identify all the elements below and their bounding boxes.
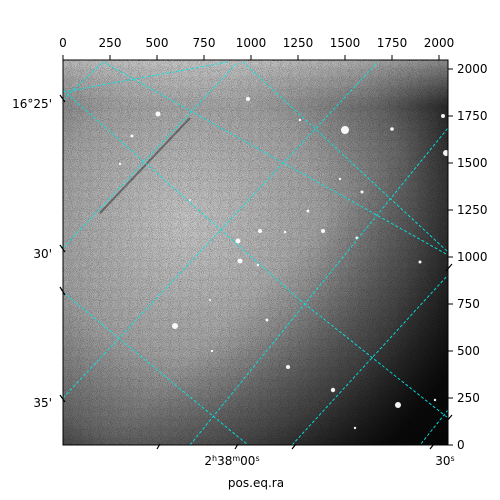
star bbox=[395, 402, 401, 408]
grid-line bbox=[102, 61, 448, 256]
top-tick-label: 250 bbox=[99, 36, 122, 50]
top-tick-label: 500 bbox=[146, 36, 169, 50]
grid-line bbox=[189, 127, 448, 445]
star bbox=[246, 97, 250, 101]
star bbox=[353, 426, 357, 430]
coordinate-grid bbox=[63, 61, 448, 445]
ra-tick-label-2: 30s bbox=[435, 454, 454, 468]
dec-tick-label: 30' bbox=[33, 247, 52, 261]
right-tick-label: 250 bbox=[457, 391, 480, 405]
dec-axis: 16°25' 30' 35' bbox=[12, 97, 52, 410]
bottom-coord-tick bbox=[156, 443, 161, 450]
right-coord-tick bbox=[445, 263, 453, 272]
star bbox=[306, 209, 310, 213]
top-tick-label: 1250 bbox=[283, 36, 314, 50]
star bbox=[298, 118, 302, 122]
top-tick-label: 2000 bbox=[424, 36, 455, 50]
plot-frame bbox=[62, 59, 449, 446]
star bbox=[330, 387, 336, 393]
star bbox=[237, 258, 243, 264]
grid-line bbox=[299, 299, 448, 419]
top-tick-label: 1500 bbox=[330, 36, 361, 50]
right-tick-label: 2000 bbox=[457, 62, 488, 76]
grid-line bbox=[63, 61, 229, 93]
star bbox=[172, 323, 178, 329]
star bbox=[209, 299, 211, 301]
left-coord-tick bbox=[59, 286, 66, 296]
star bbox=[235, 238, 241, 244]
satellite-streak bbox=[99, 117, 191, 214]
grid-line bbox=[291, 274, 448, 445]
right-tick-label: 0 bbox=[457, 438, 465, 452]
bottom-coord-tick bbox=[234, 443, 239, 450]
star bbox=[321, 229, 325, 233]
star bbox=[341, 126, 349, 134]
right-tick-label: 1500 bbox=[457, 156, 488, 170]
star bbox=[130, 134, 134, 138]
top-pixel-axis: 0 250 500 750 1000 1250 1500 1750 2000 bbox=[59, 36, 454, 50]
top-tick-label: 0 bbox=[59, 36, 67, 50]
right-tick-label: 1750 bbox=[457, 109, 488, 123]
star bbox=[338, 177, 342, 181]
star bbox=[118, 162, 122, 166]
star bbox=[443, 150, 448, 156]
ra-tick-label-1: 2h38m00s bbox=[204, 454, 259, 468]
star bbox=[441, 114, 445, 118]
star bbox=[210, 349, 214, 353]
star bbox=[256, 263, 260, 267]
grid-line bbox=[63, 61, 104, 101]
bottom-coord-tick bbox=[291, 443, 297, 450]
ra-axis: 2h38m00s 30s pos.eq.ra bbox=[204, 454, 454, 490]
grid-line bbox=[242, 61, 448, 253]
star bbox=[390, 127, 394, 131]
star bbox=[360, 190, 364, 194]
star bbox=[189, 199, 191, 201]
right-tick-label: 500 bbox=[457, 344, 480, 358]
star bbox=[155, 111, 161, 117]
axis-ticks bbox=[59, 55, 453, 450]
right-tick-label: 1000 bbox=[457, 250, 488, 264]
dec-tick-label: 35' bbox=[33, 396, 52, 410]
grid-line bbox=[63, 291, 249, 445]
star bbox=[433, 398, 437, 402]
bottom-coord-tick bbox=[429, 443, 435, 450]
star bbox=[418, 260, 422, 264]
star-field bbox=[118, 97, 448, 430]
right-pixel-axis: 0 250 500 750 1000 1250 1500 1750 2000 bbox=[457, 62, 488, 452]
x-axis-label: pos.eq.ra bbox=[228, 476, 284, 490]
right-tick-label: 750 bbox=[457, 297, 480, 311]
sky-image bbox=[63, 60, 448, 445]
right-coord-tick bbox=[445, 414, 453, 423]
left-coord-tick bbox=[59, 244, 66, 253]
star bbox=[286, 365, 290, 369]
star bbox=[258, 229, 262, 233]
left-coord-tick bbox=[59, 394, 66, 403]
top-tick-label: 1000 bbox=[236, 36, 267, 50]
right-tick-label: 1250 bbox=[457, 203, 488, 217]
dec-tick-label: 16°25' bbox=[12, 97, 52, 111]
star bbox=[283, 230, 287, 234]
grid-line bbox=[63, 61, 239, 249]
star bbox=[265, 318, 269, 322]
grid-line bbox=[419, 409, 448, 445]
grid-line bbox=[63, 89, 301, 301]
top-tick-label: 750 bbox=[193, 36, 216, 50]
left-coord-tick bbox=[59, 94, 66, 103]
top-tick-label: 1750 bbox=[377, 36, 408, 50]
